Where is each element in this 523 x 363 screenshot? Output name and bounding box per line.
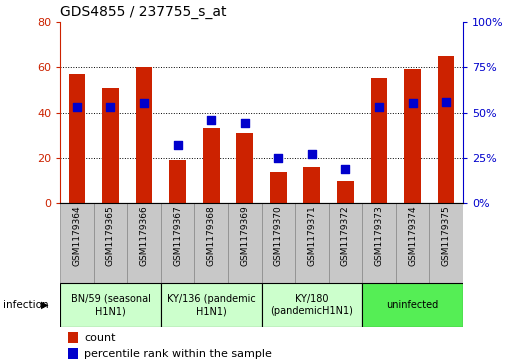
Bar (60, 203, 94, 283)
Point (408, 101, 417, 106)
Point (73, 104, 81, 110)
Text: infection: infection (3, 300, 48, 310)
Bar (362, 203, 396, 283)
Text: GSM1179366: GSM1179366 (140, 206, 149, 266)
Bar (161, 203, 195, 283)
Bar (396, 203, 429, 283)
Bar (169, 160, 186, 203)
Text: GSM1179372: GSM1179372 (341, 206, 350, 266)
Point (241, 121, 249, 126)
Point (140, 101, 148, 106)
Text: GSM1179374: GSM1179374 (408, 206, 417, 266)
Bar (68, 348, 78, 359)
Bar (303, 167, 320, 203)
Text: uninfected: uninfected (386, 300, 439, 310)
Bar (135, 67, 152, 203)
Point (274, 155, 282, 161)
Bar (438, 56, 454, 203)
Text: percentile rank within the sample: percentile rank within the sample (84, 349, 272, 359)
Point (174, 142, 182, 148)
Bar (127, 203, 161, 283)
Bar (295, 203, 328, 283)
Text: GSM1179364: GSM1179364 (72, 206, 82, 266)
Bar (262, 203, 295, 283)
Bar (94, 203, 127, 283)
Bar (68, 332, 78, 343)
Point (442, 99, 450, 105)
Bar (371, 78, 388, 203)
Text: GSM1179371: GSM1179371 (308, 206, 316, 266)
Bar (69, 74, 85, 203)
Bar (337, 180, 354, 203)
Text: GSM1179367: GSM1179367 (173, 206, 182, 266)
Text: GSM1179373: GSM1179373 (374, 206, 383, 266)
Bar (262, 283, 362, 327)
Bar (362, 283, 463, 327)
Point (106, 104, 115, 110)
Text: GSM1179375: GSM1179375 (441, 206, 451, 266)
Bar (404, 69, 421, 203)
Text: ▶: ▶ (41, 300, 48, 310)
Bar (236, 133, 253, 203)
Bar (60, 283, 161, 327)
Bar (228, 203, 262, 283)
Bar (328, 203, 362, 283)
Text: GSM1179368: GSM1179368 (207, 206, 215, 266)
Bar (203, 129, 220, 203)
Point (308, 151, 316, 157)
Text: BN/59 (seasonal
H1N1): BN/59 (seasonal H1N1) (71, 294, 151, 316)
Bar (270, 172, 287, 203)
Bar (161, 283, 262, 327)
Point (207, 117, 215, 123)
Text: GSM1179365: GSM1179365 (106, 206, 115, 266)
Text: KY/180
(pandemicH1N1): KY/180 (pandemicH1N1) (270, 294, 353, 316)
Text: KY/136 (pandemic
H1N1): KY/136 (pandemic H1N1) (167, 294, 256, 316)
Point (375, 104, 383, 110)
Bar (429, 203, 463, 283)
Point (341, 166, 349, 172)
Text: count: count (84, 333, 116, 343)
Text: GSM1179369: GSM1179369 (240, 206, 249, 266)
Bar (102, 87, 119, 203)
Text: GDS4855 / 237755_s_at: GDS4855 / 237755_s_at (60, 5, 226, 19)
Text: GSM1179370: GSM1179370 (274, 206, 283, 266)
Bar (195, 203, 228, 283)
